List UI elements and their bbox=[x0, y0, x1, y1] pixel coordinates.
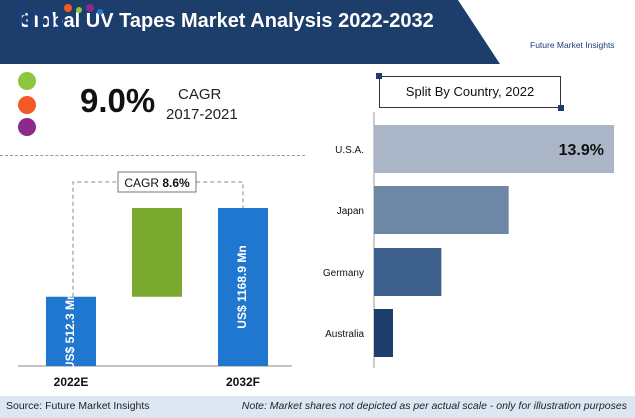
growth-bar-label-1: US$ 1168.9 Mn bbox=[235, 245, 249, 328]
legend-dot-green bbox=[18, 72, 36, 90]
svg-text:fmi: fmi bbox=[14, 0, 65, 38]
fmi-logo: fmi bbox=[14, 0, 103, 38]
cagr-value: 9.0% bbox=[80, 82, 156, 119]
box-corner-top-left bbox=[376, 73, 382, 79]
cagr-annotation-box bbox=[117, 171, 197, 193]
cagr-label: CAGR bbox=[178, 86, 222, 103]
split-label: Split By Country, 2022 bbox=[405, 84, 535, 99]
country-category-0: U.S.A. bbox=[335, 145, 364, 156]
footer: Source: Future Market Insights Note: Mar… bbox=[0, 396, 635, 418]
country-bar-0 bbox=[374, 125, 614, 173]
growth-category-0: 2022E bbox=[54, 375, 89, 389]
country-bar-1 bbox=[374, 186, 509, 234]
logo-caption: Future Market Insights bbox=[530, 40, 615, 50]
footer-source: Source: Future Market Insights bbox=[6, 400, 150, 412]
country-chart: U.S.A. 13.9% Japan Germany Australia bbox=[323, 112, 614, 368]
header-band: Global UV Tapes Market Analysis 2022-203… bbox=[0, 0, 635, 64]
page-title: Global UV Tapes Market Analysis 2022-203… bbox=[18, 10, 434, 32]
growth-chart: US$ 512.3 Mn 2022E US$ 1168.9 Mn 2032F CAGR … bbox=[18, 171, 292, 389]
section-divider bbox=[0, 155, 305, 156]
growth-category-1: 2032F bbox=[226, 375, 260, 389]
header-band-shape bbox=[0, 0, 500, 64]
country-category-2: Germany bbox=[323, 268, 364, 279]
split-label-box: Split By Country, 2022 bbox=[376, 73, 564, 111]
footer-note: Note: Market shares not depicted as per … bbox=[241, 400, 627, 412]
box-corner-bottom-right bbox=[558, 105, 564, 111]
country-category-1: Japan bbox=[337, 206, 364, 217]
cagr-period: 2017-2021 bbox=[166, 106, 238, 123]
country-bar-3 bbox=[374, 309, 393, 357]
country-bar-label-0: 13.9% bbox=[559, 142, 604, 159]
cagr-annotation: CAGR 8.6% bbox=[124, 176, 190, 190]
growth-increment bbox=[132, 208, 182, 297]
growth-bar-0 bbox=[46, 296, 96, 366]
country-bar-2 bbox=[374, 248, 442, 296]
growth-bar-1 bbox=[218, 208, 268, 366]
legend-dot-orange bbox=[18, 96, 36, 114]
country-category-3: Australia bbox=[325, 329, 364, 340]
growth-bar-label-0: US$ 512.3 Mn bbox=[63, 293, 77, 370]
legend-dot-purple bbox=[18, 118, 36, 136]
